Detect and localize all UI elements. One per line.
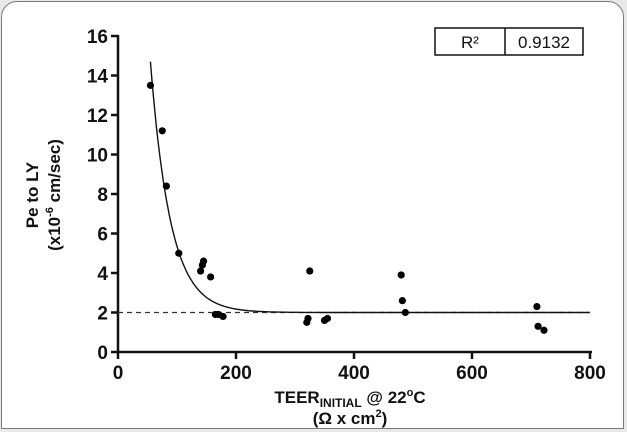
data-point: [158, 127, 166, 135]
data-point: [323, 314, 332, 323]
y-tick-label: 0: [97, 343, 108, 364]
data-point: [175, 249, 183, 257]
y-axis-label: Pe to LY (x10-6 cm/sec): [23, 139, 64, 251]
data-point: [401, 308, 409, 317]
data-point: [304, 314, 312, 323]
y-ticks: 0 2 4 6 8 10 12 14 16: [87, 27, 118, 364]
x-axis-label: TEERINITIAL @ 22oC: [274, 387, 425, 410]
y-tick-label: 8: [97, 185, 108, 206]
y-axis-label-line1: Pe to LY: [23, 161, 42, 228]
y-tick-label: 16: [87, 27, 108, 48]
fit-curve: [149, 61, 590, 314]
r2-box: R² 0.9132: [434, 27, 584, 56]
r2-label: R²: [461, 33, 479, 52]
data-points: [146, 81, 548, 334]
y-tick-label: 10: [87, 146, 108, 167]
x-tick-label: 400: [338, 363, 370, 384]
data-point: [540, 326, 548, 334]
r2-value: 0.9132: [518, 33, 570, 52]
x-ticks: 0 200 400 600 800: [113, 352, 606, 384]
fit-line: [149, 61, 590, 314]
data-point: [199, 257, 208, 265]
data-point: [306, 267, 314, 275]
data-point: [533, 302, 541, 311]
data-point: [162, 182, 170, 190]
data-point: [197, 267, 205, 275]
data-point: [146, 81, 155, 89]
y-tick-label: 2: [97, 304, 108, 325]
x-tick-label: 0: [113, 363, 124, 384]
data-point: [397, 271, 405, 279]
x-axis-label-unit: (Ω x cm2): [313, 408, 388, 428]
data-point: [534, 322, 542, 330]
data-point: [398, 297, 406, 305]
data-point: [207, 273, 215, 281]
y-tick-label: 12: [87, 106, 108, 127]
y-tick-label: 6: [97, 225, 108, 246]
data-point: [219, 312, 227, 321]
x-tick-label: 200: [220, 363, 252, 384]
y-tick-label: 4: [97, 264, 108, 285]
y-tick-label: 14: [87, 67, 109, 88]
x-tick-label: 800: [574, 363, 606, 384]
x-tick-label: 600: [456, 363, 488, 384]
y-axis-label-line2: (x10-6 cm/sec): [44, 139, 64, 251]
